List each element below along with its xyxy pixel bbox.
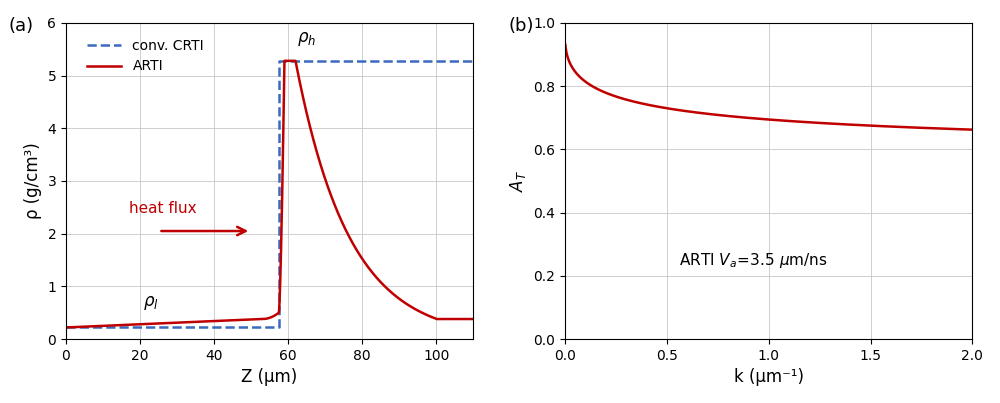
ARTI xyxy=(216,318,228,323)
Text: $\rho_l$: $\rho_l$ xyxy=(143,294,159,312)
Legend: conv. CRTI, ARTI: conv. CRTI, ARTI xyxy=(81,33,210,79)
Text: (a): (a) xyxy=(9,17,34,35)
ARTI xyxy=(278,58,290,63)
Line: conv. CRTI: conv. CRTI xyxy=(66,61,473,328)
ARTI xyxy=(60,325,72,330)
conv. CRTI xyxy=(60,325,72,330)
ARTI xyxy=(467,317,479,322)
ARTI xyxy=(106,323,118,328)
ARTI xyxy=(131,322,143,327)
conv. CRTI xyxy=(273,325,285,330)
Y-axis label: ρ (g/cm³): ρ (g/cm³) xyxy=(24,143,42,219)
Line: ARTI: ARTI xyxy=(66,61,473,328)
conv. CRTI xyxy=(273,58,285,63)
ARTI xyxy=(234,318,246,322)
X-axis label: k (μm⁻¹): k (μm⁻¹) xyxy=(734,368,804,386)
ARTI xyxy=(415,310,427,315)
conv. CRTI xyxy=(467,58,479,63)
Text: (b): (b) xyxy=(508,17,534,35)
X-axis label: Z (μm): Z (μm) xyxy=(241,368,298,386)
Y-axis label: $A_T$: $A_T$ xyxy=(508,170,528,192)
Text: ARTI $V_a\!=\!3.5\ \mu$m/ns: ARTI $V_a\!=\!3.5\ \mu$m/ns xyxy=(679,251,828,270)
Text: heat flux: heat flux xyxy=(129,201,197,216)
ARTI xyxy=(459,317,471,322)
Text: $\rho_h$: $\rho_h$ xyxy=(297,30,316,48)
